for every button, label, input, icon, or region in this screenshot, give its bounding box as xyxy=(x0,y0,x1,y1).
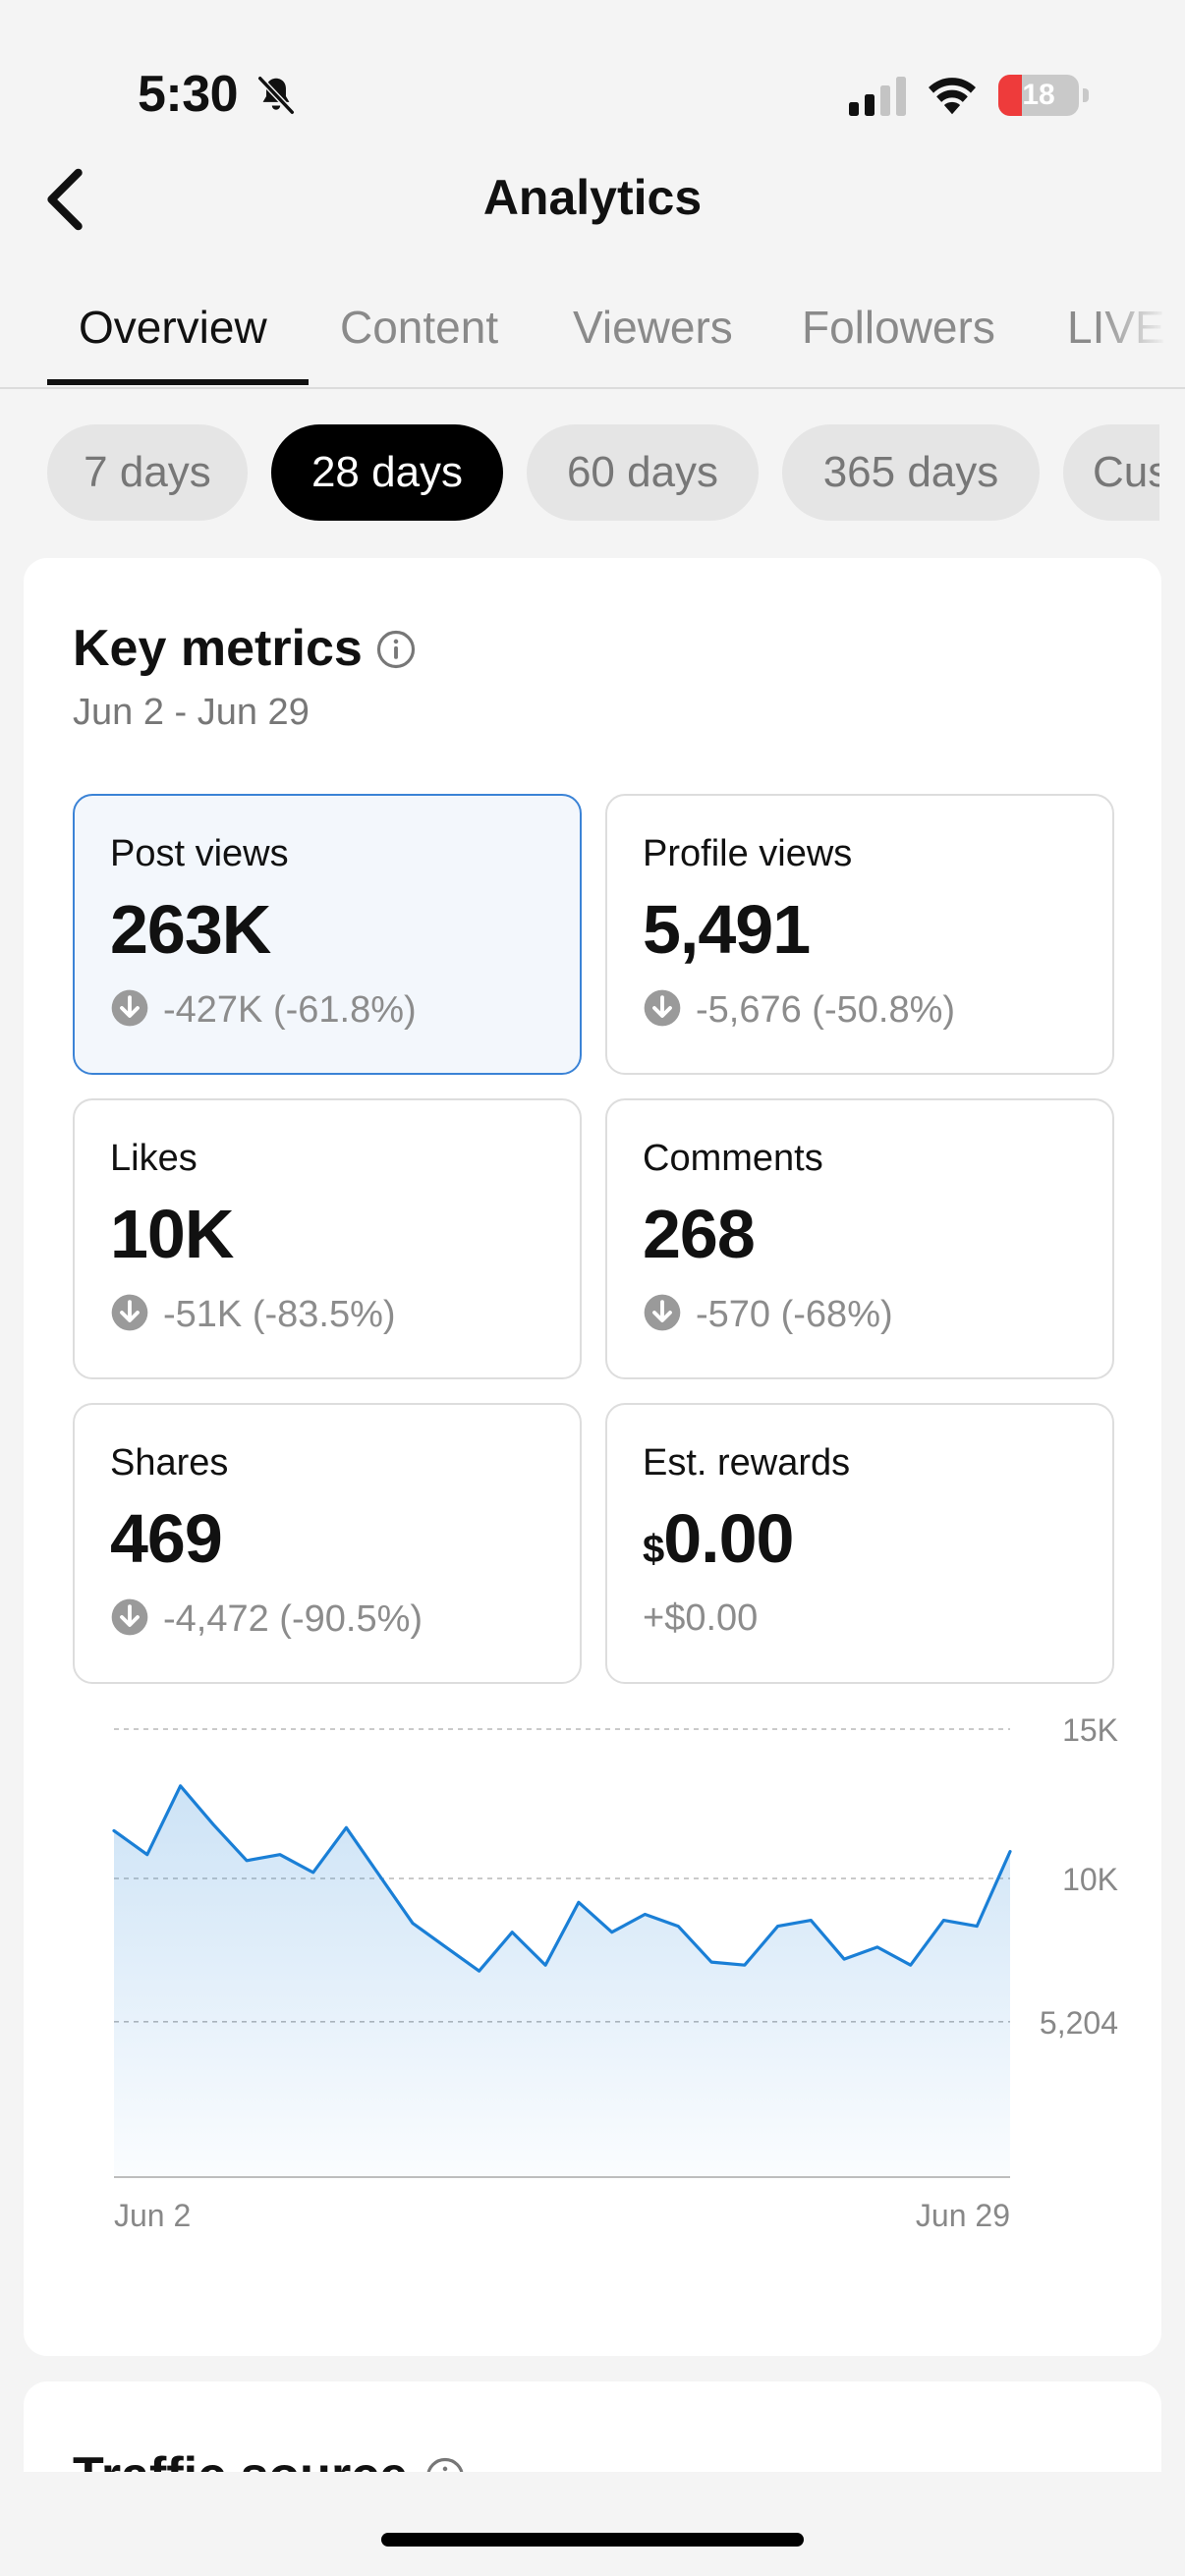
metric-post-views[interactable]: Post views 263K -427K (-61.8%) xyxy=(73,794,582,1075)
tab-content[interactable]: Content xyxy=(340,302,499,353)
analytics-tabs: Overview Content Viewers Followers LIVE xyxy=(0,285,1185,389)
arrow-down-circle-icon xyxy=(111,989,148,1027)
cellular-signal-icon xyxy=(849,77,906,116)
metric-value: $0.00 xyxy=(643,1499,795,1578)
metric-label: Post views xyxy=(110,833,289,874)
metric-value: 10K xyxy=(110,1196,234,1272)
range-custom[interactable]: Cus xyxy=(1063,424,1159,521)
metric-est-rewards[interactable]: Est. rewards $0.00 +$0.00 xyxy=(605,1403,1114,1684)
arrow-down-circle-icon xyxy=(111,1294,148,1331)
x-end-label: Jun 29 xyxy=(916,2198,1010,2233)
metric-value: 268 xyxy=(643,1196,756,1272)
range-28-days[interactable]: 28 days xyxy=(271,424,503,521)
metric-profile-views[interactable]: Profile views 5,491 -5,676 (-50.8%) xyxy=(605,794,1114,1075)
metric-delta-text: -570 (-68%) xyxy=(696,1294,893,1335)
metric-delta-text: -427K (-61.8%) xyxy=(163,989,417,1031)
key-metrics-title: Key metrics xyxy=(73,620,363,677)
metric-shares[interactable]: Shares 469 -4,472 (-90.5%) xyxy=(73,1403,582,1684)
currency-symbol: $ xyxy=(643,1528,664,1571)
home-indicator xyxy=(381,2533,804,2547)
arrow-down-circle-icon xyxy=(644,1294,681,1331)
key-metrics-card: Key metrics Jun 2 - Jun 29 Post views 26… xyxy=(24,558,1161,2356)
range-7-days[interactable]: 7 days xyxy=(47,424,248,521)
range-365-days[interactable]: 365 days xyxy=(782,424,1040,521)
metric-label: Comments xyxy=(643,1138,823,1179)
y-tick-label: 10K xyxy=(1062,1862,1118,1897)
area-fill xyxy=(114,1785,1010,2177)
range-60-days[interactable]: 60 days xyxy=(527,424,759,521)
y-tick-label: 5,204 xyxy=(1040,2005,1118,2041)
back-chevron-icon[interactable] xyxy=(39,165,94,234)
metric-delta: -427K (-61.8%) xyxy=(110,988,417,1032)
status-time: 5:30 xyxy=(138,66,239,123)
y-tick-label: 15K xyxy=(1062,1715,1118,1748)
arrow-down-circle-icon xyxy=(644,989,681,1027)
metric-delta-text: -5,676 (-50.8%) xyxy=(696,989,956,1031)
metric-delta: -5,676 (-50.8%) xyxy=(643,988,955,1032)
wifi-icon xyxy=(929,78,976,115)
battery-level: 18 xyxy=(1022,79,1055,111)
arrow-down-circle-icon xyxy=(111,1598,148,1636)
tabs-fade xyxy=(1097,285,1185,387)
tab-viewers[interactable]: Viewers xyxy=(573,302,733,353)
battery-icon: 18 xyxy=(998,75,1089,116)
metric-likes[interactable]: Likes 10K -51K (-83.5%) xyxy=(73,1098,582,1379)
tab-overview[interactable]: Overview xyxy=(79,302,267,353)
series-line xyxy=(112,1784,1012,1973)
chart-svg: 15K 10K 5,204 Jun 2 Jun 29 xyxy=(112,1715,1118,2233)
metric-delta-text: -51K (-83.5%) xyxy=(163,1294,396,1335)
metric-label: Profile views xyxy=(643,833,853,874)
metric-delta: -51K (-83.5%) xyxy=(110,1293,396,1336)
tab-followers[interactable]: Followers xyxy=(802,302,995,353)
status-bar: 5:30 18 xyxy=(0,0,1185,147)
metric-value-number: 0.00 xyxy=(663,1500,794,1577)
date-range-selector: 7 days 28 days 60 days 365 days Cus xyxy=(0,422,1159,521)
metric-label: Shares xyxy=(110,1442,229,1484)
metric-comments[interactable]: Comments 268 -570 (-68%) xyxy=(605,1098,1114,1379)
post-views-chart[interactable]: 15K 10K 5,204 Jun 2 Jun 29 xyxy=(83,1715,1154,2266)
metric-delta: -4,472 (-90.5%) xyxy=(110,1597,423,1641)
metric-value: 5,491 xyxy=(643,891,811,968)
bell-slash-icon xyxy=(257,76,295,115)
metric-delta: +$0.00 xyxy=(643,1597,759,1639)
metric-value: 263K xyxy=(110,891,271,968)
active-tab-indicator xyxy=(47,379,309,385)
x-start-label: Jun 2 xyxy=(114,2198,191,2233)
info-icon[interactable] xyxy=(375,629,417,670)
metric-delta-text: -4,472 (-90.5%) xyxy=(163,1598,423,1640)
bottom-safe-area xyxy=(0,2472,1185,2576)
page-title: Analytics xyxy=(482,170,703,225)
metric-delta: -570 (-68%) xyxy=(643,1293,893,1336)
metric-value: 469 xyxy=(110,1500,223,1577)
date-range-label: Jun 2 - Jun 29 xyxy=(73,692,310,733)
metric-label: Est. rewards xyxy=(643,1442,851,1484)
metric-label: Likes xyxy=(110,1138,198,1179)
